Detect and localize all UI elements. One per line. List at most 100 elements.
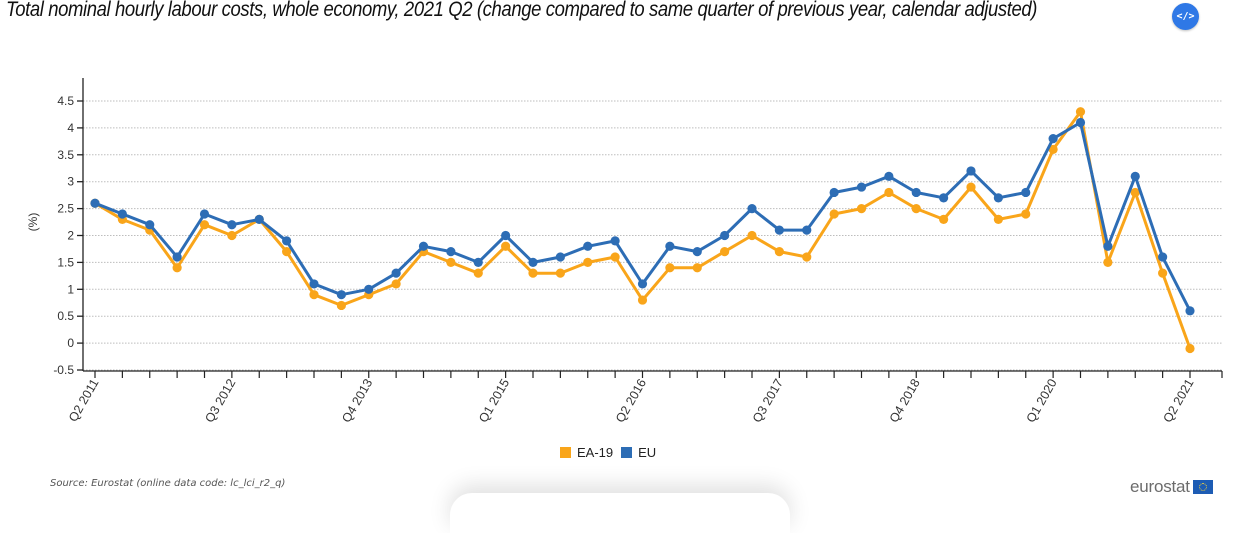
data-point[interactable] [282,247,292,257]
data-point[interactable] [966,166,976,176]
legend-swatch-ea19 [560,447,571,458]
source-note: Source: Eurostat (online data code: lc_l… [50,478,286,489]
y-axis-title: (%) [26,213,40,232]
data-point[interactable] [1103,241,1113,251]
data-point[interactable] [501,230,511,241]
data-point[interactable] [774,225,784,235]
data-point[interactable] [446,257,456,267]
data-point[interactable] [637,279,648,289]
legend: EA-19 EU [560,445,656,460]
data-point[interactable] [336,300,346,311]
data-point[interactable] [665,263,675,273]
data-point[interactable] [145,220,155,230]
data-point[interactable] [1185,306,1195,316]
data-point[interactable] [884,171,894,181]
data-point[interactable] [774,247,784,257]
data-point[interactable] [637,295,648,305]
data-point[interactable] [802,225,812,235]
legend-item-ea19[interactable]: EA-19 [560,445,613,460]
data-point[interactable] [692,263,702,273]
data-point[interactable] [939,193,949,203]
data-point[interactable] [364,284,374,294]
x-tick-label: Q2 2016 [613,376,649,425]
data-point[interactable] [966,182,976,192]
data-point[interactable] [993,193,1003,203]
data-point[interactable] [720,230,730,241]
data-point[interactable] [1103,257,1113,267]
data-point[interactable] [911,187,921,198]
y-tick-label: -0.5 [53,363,74,377]
data-point[interactable] [829,187,839,198]
series-ea-19 [90,107,1195,354]
data-point[interactable] [665,241,675,251]
data-point[interactable] [692,247,702,257]
data-point[interactable] [227,220,237,230]
data-point[interactable] [555,252,565,262]
x-tick-label: Q4 2013 [339,376,375,425]
data-point[interactable] [199,220,210,230]
data-point[interactable] [583,257,593,267]
logo-text: eurostat [1130,477,1190,496]
data-point[interactable] [884,187,894,198]
data-point[interactable] [391,279,401,289]
data-point[interactable] [911,204,921,214]
data-point[interactable] [90,198,100,208]
data-point[interactable] [418,241,429,251]
x-axis: Q2 2011 Q3 2012 Q4 2013 Q1 2015 Q2 2016 Q3 20… [66,370,1223,425]
data-point[interactable] [610,236,620,246]
data-point[interactable] [1158,252,1168,262]
data-point[interactable] [1075,107,1086,117]
data-point[interactable] [172,252,182,262]
data-point[interactable] [282,236,292,246]
data-point[interactable] [172,263,182,273]
data-point[interactable] [1048,134,1058,144]
data-point[interactable] [856,182,867,192]
data-point[interactable] [555,268,565,278]
data-point[interactable] [254,214,264,224]
eurostat-logo: eurostat [1130,477,1213,497]
data-point[interactable] [473,268,483,278]
data-point[interactable] [227,230,237,241]
y-tick-label: 2.5 [57,202,74,216]
data-point[interactable] [117,209,127,219]
y-tick-label: 1 [67,282,74,296]
data-point[interactable] [1185,343,1195,354]
line-chart: -0.500.511.522.533.544.5 Q2 2011 Q3 2012 Q… [26,78,1223,425]
data-point[interactable] [473,257,483,267]
data-point[interactable] [1130,187,1140,198]
legend-item-eu[interactable]: EU [621,445,656,460]
data-point[interactable] [993,214,1003,224]
legend-swatch-eu [621,447,633,458]
eu-flag-icon [1192,480,1213,494]
data-point[interactable] [528,268,538,278]
data-point[interactable] [1021,209,1031,219]
data-point[interactable] [610,252,620,262]
data-point[interactable] [747,230,757,241]
series-group [90,107,1195,354]
data-point[interactable] [802,252,812,262]
data-point[interactable] [501,241,511,251]
data-point[interactable] [199,209,210,219]
data-point[interactable] [747,204,757,214]
y-tick-label: 0 [67,336,74,350]
series-eu [90,117,1195,316]
data-point[interactable] [1130,171,1140,181]
data-point[interactable] [720,247,730,257]
data-point[interactable] [309,279,319,289]
data-point[interactable] [856,204,867,214]
data-point[interactable] [1021,187,1031,198]
data-point[interactable] [1158,268,1168,278]
data-point[interactable] [446,247,456,257]
x-tick-label: Q2 2021 [1160,376,1196,425]
data-point[interactable] [336,290,346,300]
data-point[interactable] [829,209,839,219]
data-point[interactable] [1075,117,1086,128]
data-point[interactable] [528,257,538,267]
data-point[interactable] [583,241,593,251]
data-point[interactable] [1048,144,1058,155]
x-tick-label: Q3 2012 [202,376,238,425]
embed-code-button[interactable]: </> [1172,3,1199,30]
data-point[interactable] [939,214,949,224]
data-point[interactable] [391,268,401,278]
data-point[interactable] [309,290,319,300]
